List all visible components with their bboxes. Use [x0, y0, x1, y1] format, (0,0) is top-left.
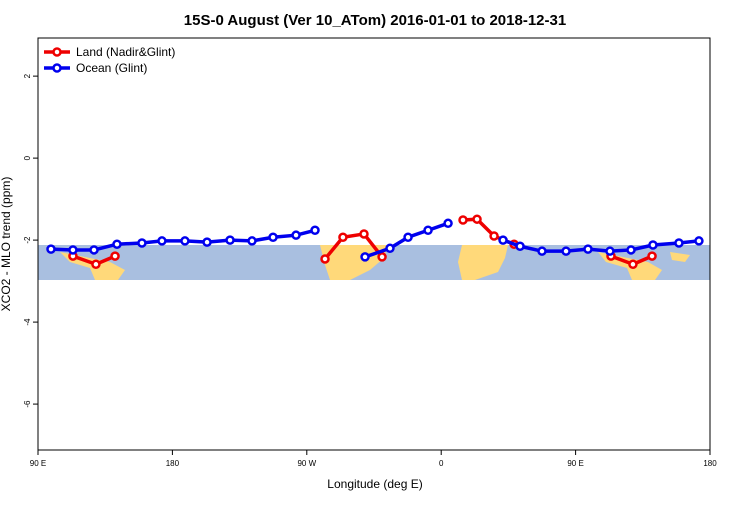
x-axis-label: Longitude (deg E) [327, 477, 422, 491]
point [359, 229, 369, 239]
point [648, 240, 658, 250]
point [247, 236, 257, 246]
y-tick-label: -2 [23, 236, 32, 244]
point [46, 244, 56, 254]
point [310, 225, 320, 236]
point [385, 243, 395, 254]
y-tick-label: 2 [23, 73, 32, 78]
point [583, 244, 593, 254]
plot-frame [37, 37, 711, 451]
point [694, 236, 704, 246]
point [291, 230, 301, 240]
point [472, 214, 482, 224]
y-tick-label: -4 [23, 318, 32, 326]
y-tick-label: 0 [23, 155, 32, 160]
x-tick-label: 0 [439, 459, 444, 468]
point [647, 251, 657, 261]
point [626, 245, 636, 255]
point [225, 235, 235, 245]
point [489, 231, 499, 241]
point [320, 254, 330, 264]
point [423, 225, 433, 236]
point [137, 238, 147, 248]
x-tick-label: 180 [703, 459, 717, 468]
point [515, 241, 525, 252]
y-tick-label: -6 [23, 400, 32, 408]
point [180, 236, 190, 246]
point [377, 252, 387, 262]
point [443, 218, 453, 229]
point [338, 232, 348, 242]
x-tick-label: 180 [166, 459, 180, 468]
y-axis-label: XCO2 - MLO trend (ppm) [0, 177, 13, 312]
point [537, 246, 547, 256]
x-tick-label: 90 W [297, 459, 316, 468]
point [498, 235, 508, 245]
legend-marker [52, 47, 62, 57]
point [112, 239, 122, 249]
point [605, 246, 615, 256]
x-tick-label: 90 E [30, 459, 46, 468]
legend-label: Land (Nadir&Glint) [76, 45, 175, 59]
point [674, 238, 684, 248]
point [561, 246, 571, 256]
point [89, 245, 99, 255]
point [202, 237, 212, 247]
point [268, 232, 278, 242]
point [403, 232, 413, 242]
chart-title: 15S-0 August (Ver 10_ATom) 2016-01-01 to… [184, 12, 566, 29]
x-tick-label: 90 E [567, 459, 583, 468]
legend-label: Ocean (Glint) [76, 61, 147, 75]
point [360, 252, 370, 262]
legend-marker [52, 63, 62, 73]
point [110, 251, 120, 261]
point [458, 215, 468, 225]
point [628, 259, 638, 270]
point [157, 236, 167, 246]
point [91, 259, 101, 270]
point [68, 245, 78, 255]
